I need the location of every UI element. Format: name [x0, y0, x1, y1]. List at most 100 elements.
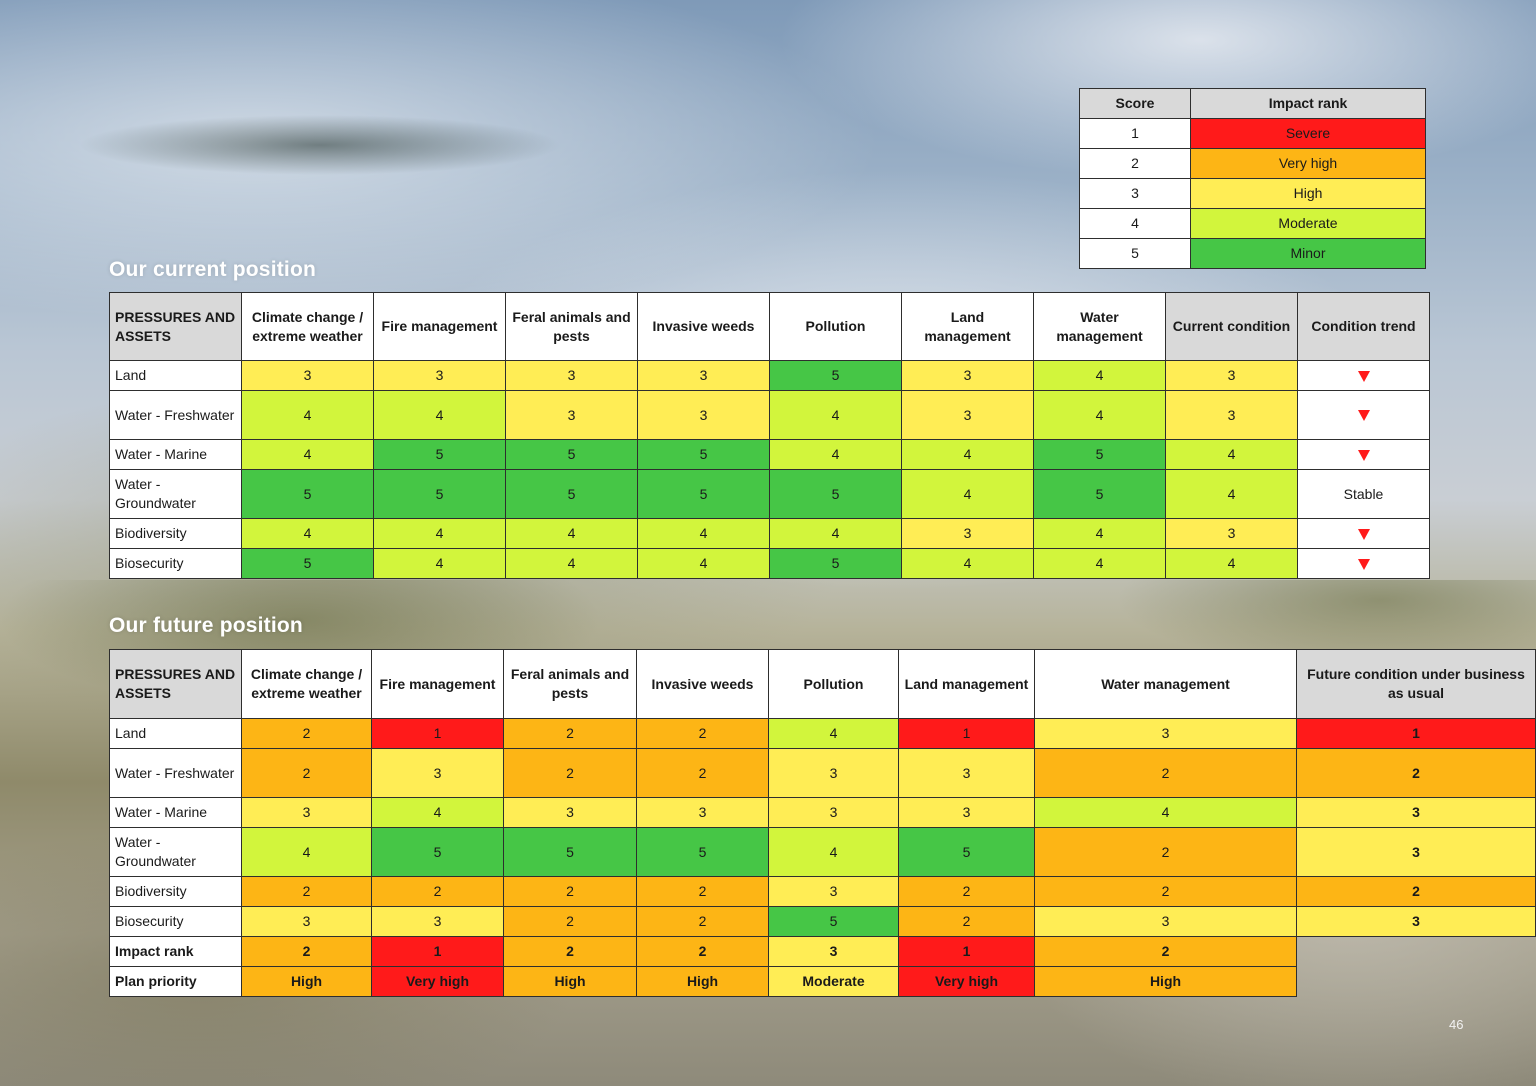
plan-priority-cell: High	[1034, 966, 1297, 997]
score-cell: 2	[636, 718, 769, 749]
legend-row: 1 Severe	[1079, 118, 1426, 149]
score-cell: 3	[505, 390, 638, 440]
impact-rank-cell: 2	[503, 936, 637, 967]
score-cell: 5	[1033, 439, 1166, 470]
trend-down-icon	[1357, 558, 1370, 570]
asset-label: Water - Groundwater	[109, 469, 242, 519]
trend-down-icon	[1357, 528, 1370, 540]
impact-rank-cell: 3	[768, 936, 899, 967]
score-cell: 2	[241, 876, 372, 907]
legend-score: 5	[1079, 238, 1191, 269]
score-cell: 5	[373, 439, 506, 470]
score-cell: 2	[636, 906, 769, 937]
condition-trend-cell	[1297, 360, 1430, 391]
impact-rank-cell: 1	[371, 936, 504, 967]
score-cell: 5	[371, 827, 504, 877]
score-cell: 3	[768, 748, 899, 798]
score-cell: 2	[503, 748, 637, 798]
table-row: Biodiversity 4 4 4 4 4 3 4 3	[109, 518, 1430, 549]
score-cell: 4	[1034, 797, 1297, 828]
column-header: Pollution	[768, 649, 899, 719]
plan-priority-row: Plan priority High Very high High High Modera…	[109, 966, 1536, 997]
table-row: Biosecurity 3 3 2 2 5 2 3 3	[109, 906, 1536, 937]
legend-score: 2	[1079, 148, 1191, 179]
asset-label: Land	[109, 718, 242, 749]
score-cell: 3	[898, 748, 1035, 798]
future-condition-cell: 1	[1296, 718, 1536, 749]
impact-rank-cell: 2	[636, 936, 769, 967]
score-cell: 3	[241, 797, 372, 828]
column-header: PRESSURES AND ASSETS	[109, 292, 242, 361]
future-condition-cell: 2	[1296, 748, 1536, 798]
asset-label: Biodiversity	[109, 518, 242, 549]
table-row: Land 2 1 2 2 4 1 3 1	[109, 718, 1536, 749]
current-condition-cell: 3	[1165, 360, 1298, 391]
plan-priority-cell: High	[636, 966, 769, 997]
score-cell: 4	[768, 827, 899, 877]
score-cell: 3	[1034, 718, 1297, 749]
condition-trend-cell: Stable	[1297, 469, 1430, 519]
current-condition-cell: 4	[1165, 439, 1298, 470]
score-cell: 4	[1033, 360, 1166, 391]
asset-label: Water - Groundwater	[109, 827, 242, 877]
score-cell: 4	[241, 439, 374, 470]
column-header: Water management	[1034, 649, 1297, 719]
empty-cell	[1297, 937, 1536, 967]
asset-label: Biosecurity	[109, 906, 242, 937]
score-cell: 1	[371, 718, 504, 749]
legend-row: 3 High	[1079, 178, 1426, 209]
current-condition-cell: 4	[1165, 469, 1298, 519]
score-cell: 4	[371, 797, 504, 828]
score-cell: 4	[241, 827, 372, 877]
table-row: Water - Freshwater 4 4 3 3 4 3 4 3	[109, 390, 1430, 440]
condition-trend-cell	[1297, 390, 1430, 440]
score-cell: 5	[898, 827, 1035, 877]
score-cell: 3	[901, 518, 1034, 549]
score-cell: 4	[901, 548, 1034, 579]
score-cell: 4	[637, 548, 770, 579]
score-cell: 5	[1033, 469, 1166, 519]
table-row: Water - Marine 3 4 3 3 3 3 4 3	[109, 797, 1536, 828]
score-cell: 3	[637, 390, 770, 440]
table-row: Water - Groundwater 4 5 5 5 4 5 2 3	[109, 827, 1536, 877]
score-cell: 5	[768, 906, 899, 937]
score-cell: 3	[637, 360, 770, 391]
condition-trend-cell	[1297, 548, 1430, 579]
condition-trend-cell	[1297, 439, 1430, 470]
score-cell: 3	[898, 797, 1035, 828]
score-cell: 4	[769, 439, 902, 470]
column-header: Fire management	[373, 292, 506, 361]
score-cell: 5	[636, 827, 769, 877]
column-header: Current condition	[1165, 292, 1298, 361]
plan-priority-cell: Very high	[898, 966, 1035, 997]
score-cell: 2	[371, 876, 504, 907]
score-cell: 3	[768, 876, 899, 907]
impact-rank-cell: 2	[1034, 936, 1297, 967]
column-header: Climate change / extreme weather	[241, 649, 372, 719]
asset-label: Water - Marine	[109, 797, 242, 828]
asset-label: Water - Freshwater	[109, 390, 242, 440]
impact-rank-row: Impact rank 2 1 2 2 3 1 2	[109, 936, 1536, 967]
legend-row: 5 Minor	[1079, 238, 1426, 269]
column-header: Feral animals and pests	[503, 649, 637, 719]
impact-rank-label: Impact rank	[109, 936, 242, 967]
score-cell: 1	[898, 718, 1035, 749]
future-condition-cell: 3	[1296, 906, 1536, 937]
score-cell: 2	[898, 906, 1035, 937]
legend-rank: Severe	[1190, 118, 1426, 149]
impact-rank-cell: 1	[898, 936, 1035, 967]
asset-label: Biodiversity	[109, 876, 242, 907]
future-position-title: Our future position	[109, 614, 303, 637]
score-cell: 5	[769, 360, 902, 391]
score-cell: 2	[1034, 827, 1297, 877]
column-header: Water management	[1033, 292, 1166, 361]
column-header: Fire management	[371, 649, 504, 719]
score-cell: 4	[1033, 548, 1166, 579]
column-header: Future condition under business as usual	[1296, 649, 1536, 719]
future-condition-cell: 2	[1296, 876, 1536, 907]
legend-rank: High	[1190, 178, 1426, 209]
legend-score: 4	[1079, 208, 1191, 239]
legend-rank: Minor	[1190, 238, 1426, 269]
score-cell: 4	[769, 518, 902, 549]
score-cell: 4	[1033, 518, 1166, 549]
